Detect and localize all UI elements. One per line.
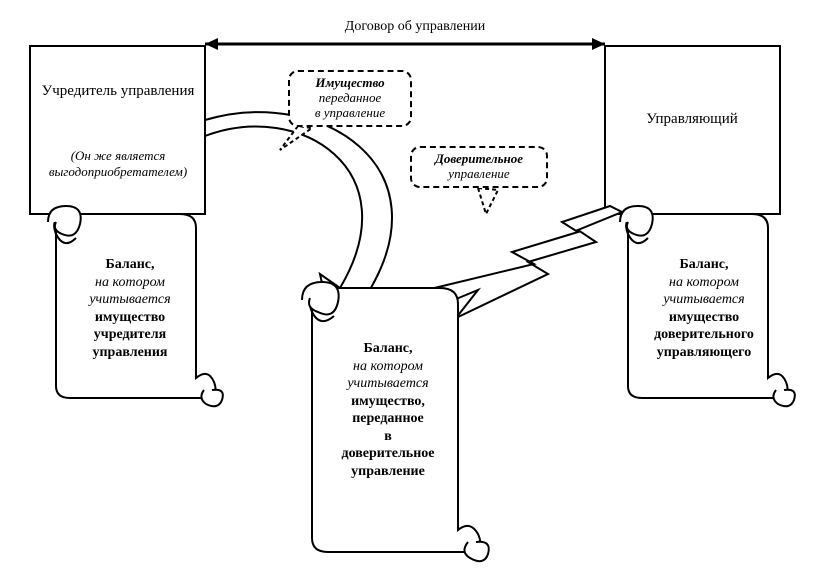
br-l6: управляющего [630,344,778,362]
manager-box [605,46,780,214]
balance-right: Баланс, на котором учитывается имущество… [630,256,778,361]
callout-property: Имущество переданное в управление [288,70,412,127]
bc-l8: управление [314,463,462,481]
bl-l3: учитывается [60,291,200,309]
founder-title-text: Учредитель управления [42,83,195,99]
bc-l6: в [314,428,462,446]
callout-property-l1: переданное [296,91,404,106]
callout-property-l2: в управление [296,106,404,121]
bl-l1: Баланс, [105,257,154,272]
balance-center: Баланс, на котором учитывается имущество… [314,340,462,480]
contract-arrow [205,38,605,50]
br-l5: доверительного [630,326,778,344]
callout-property-title: Имущество [296,76,404,91]
bl-l6: управления [60,344,200,362]
br-l4: имущество [630,309,778,327]
callout-trust-tail [478,188,498,214]
manager-title: Управляющий [612,110,772,129]
bc-l2: на котором [314,358,462,376]
diagram-root: { "canvas": { "width": 828, "height": 57… [0,0,828,578]
founder-title: Учредитель управления [38,82,198,101]
bc-l5: переданное [314,410,462,428]
balance-left: Баланс, на котором учитывается имущество… [60,256,200,361]
bl-l2: на котором [60,274,200,292]
bc-l7: доверительное [314,445,462,463]
founder-sub: (Он же является выгодоприобретателем) [34,148,202,181]
callout-trust-title: Доверительное [418,152,540,167]
founder-box [30,46,205,214]
bc-l3: учитывается [314,375,462,393]
bl-l4: имущество [60,309,200,327]
br-l2: на котором [630,274,778,292]
callout-trust: Доверительное управление [410,146,548,188]
bl-l5: учредителя [60,326,200,344]
callout-trust-l1: управление [418,167,540,182]
br-l3: учитывается [630,291,778,309]
contract-label: Договор об управлении [300,18,530,36]
bc-l1: Баланс, [363,341,412,356]
br-l1: Баланс, [679,257,728,272]
bc-l4: имущество, [314,393,462,411]
